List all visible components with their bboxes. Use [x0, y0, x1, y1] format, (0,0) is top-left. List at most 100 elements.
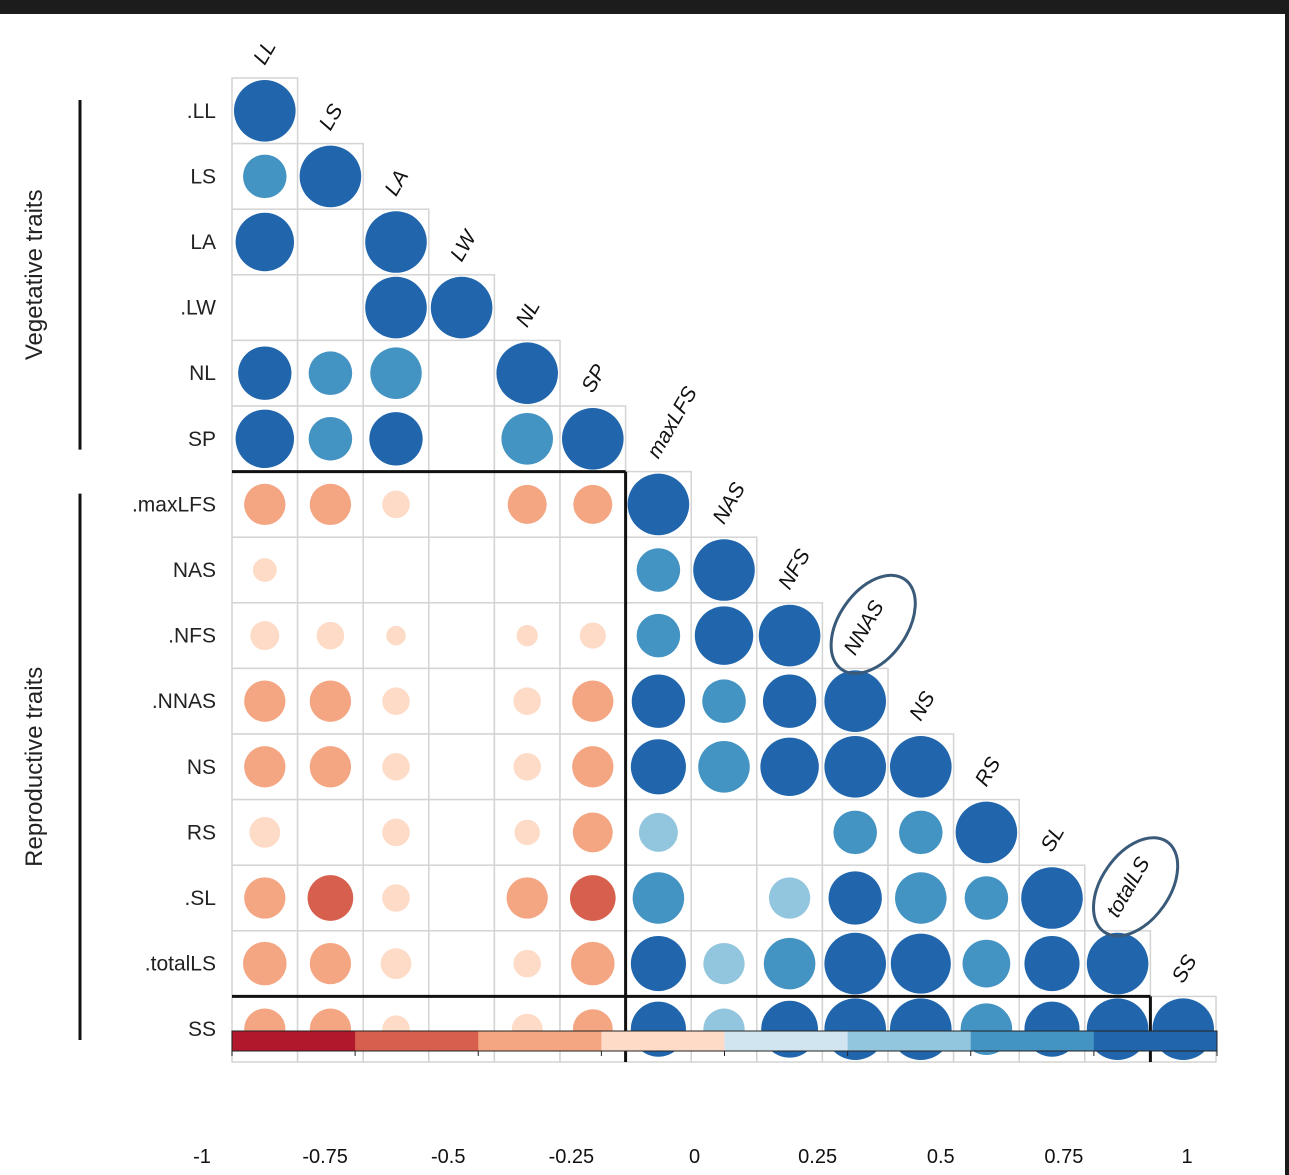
- correlation-circle: [513, 753, 541, 781]
- correlation-circle: [252, 558, 277, 582]
- column-label: LS: [315, 100, 348, 134]
- correlation-circle: [890, 736, 952, 798]
- colorbar-segment: [724, 1031, 849, 1051]
- matrix-cell: [296, 208, 364, 276]
- correlation-circle: [244, 680, 286, 722]
- correlation-circle: [703, 942, 745, 985]
- correlation-circle: [386, 625, 406, 646]
- matrix-cell: [690, 798, 758, 866]
- matrix-cell: [624, 602, 692, 670]
- matrix-cell: [296, 536, 364, 604]
- row-label: .maxLFS: [132, 493, 216, 516]
- colorbar-tick-label: 0.5: [927, 1146, 955, 1168]
- correlation-circle: [762, 674, 817, 728]
- matrix-cell: [756, 798, 824, 866]
- colorbar-tick-label: -0.25: [549, 1146, 595, 1168]
- correlation-circle: [244, 483, 286, 526]
- matrix-cell: [428, 995, 496, 1063]
- colorbar-segment: [970, 1031, 1095, 1051]
- colorbar-segment: [478, 1031, 602, 1051]
- row-label: SP: [188, 428, 216, 451]
- matrix-cell: [428, 930, 496, 998]
- colorbar-tick-label: 0.25: [798, 1146, 837, 1168]
- row-label: .NFS: [168, 625, 216, 648]
- correlation-circle: [369, 412, 423, 466]
- column-label: maxLFS: [643, 383, 702, 462]
- column-label: NNAS: [840, 597, 889, 659]
- correlation-circle: [514, 819, 540, 846]
- row-labels: .LL LS LA .LW NL SP .maxLFS NAS .NFS .NNAS NS RS .SL…: [132, 100, 216, 1041]
- column-label: RS: [971, 753, 1006, 790]
- correlation-circle: [573, 484, 613, 524]
- correlation-circle: [571, 941, 615, 986]
- matrix-cell: [428, 470, 496, 538]
- correlation-circle: [768, 877, 811, 919]
- matrix-cell: [428, 602, 496, 670]
- row-label: .totalLS: [145, 953, 216, 976]
- correlation-circle: [693, 539, 755, 601]
- correlation-circle: [513, 949, 541, 978]
- correlation-circle: [962, 939, 1011, 988]
- correlation-circle: [824, 932, 886, 995]
- correlation-circle: [630, 739, 686, 795]
- correlation-circle: [507, 484, 547, 524]
- matrix-cell: [493, 536, 561, 604]
- row-label: .LW: [180, 297, 216, 320]
- correlation-circle: [698, 741, 750, 793]
- correlation-circle: [249, 817, 281, 848]
- row-label: NAS: [173, 559, 216, 582]
- correlation-circle: [308, 351, 353, 395]
- correlation-circle: [309, 680, 352, 722]
- correlation-circle: [833, 810, 877, 855]
- correlation-circle: [632, 872, 685, 924]
- correlation-circle: [562, 408, 624, 470]
- correlation-circle: [244, 877, 286, 919]
- colorbar-tick-label: -0.5: [431, 1146, 465, 1168]
- matrix-cell: [296, 602, 364, 670]
- colorbar-segment: [847, 1031, 972, 1051]
- correlation-circle: [238, 346, 292, 400]
- correlation-circle: [899, 810, 943, 855]
- row-label: .SL: [184, 887, 216, 910]
- correlation-circle: [572, 812, 613, 853]
- matrix-cell: [428, 864, 496, 932]
- column-label: SS: [1168, 951, 1202, 987]
- correlation-circle: [382, 753, 410, 781]
- correlation-circle: [572, 746, 614, 788]
- correlation-circle: [496, 342, 558, 405]
- matrix-cell: [428, 536, 496, 604]
- matrix-cell: [428, 339, 496, 407]
- correlation-circle: [382, 490, 410, 519]
- correlation-circle: [382, 884, 410, 912]
- correlation-circle: [964, 876, 1009, 920]
- correlation-circle: [299, 145, 362, 208]
- column-label: NFS: [774, 545, 815, 593]
- correlation-circle: [308, 417, 353, 461]
- row-label: SS: [188, 1018, 216, 1041]
- column-label: SP: [577, 361, 611, 397]
- row-label: NL: [189, 362, 216, 385]
- correlation-circle: [763, 937, 816, 990]
- correlation-circle: [235, 409, 295, 469]
- row-label: .NNAS: [152, 690, 216, 713]
- row-label: NS: [187, 756, 216, 779]
- colorbar-tick-label: -1: [193, 1146, 211, 1168]
- correlation-circle: [702, 679, 746, 723]
- matrix-cell: [690, 864, 758, 932]
- correlation-circle: [955, 801, 1018, 864]
- correlation-circle: [760, 737, 819, 797]
- correlation-circle: [895, 872, 947, 924]
- column-label: NS: [905, 688, 940, 725]
- correlation-circle: [636, 613, 681, 658]
- row-label: .LL: [187, 100, 216, 123]
- correlation-circle: [233, 80, 296, 142]
- matrix-cell: [428, 798, 496, 866]
- column-label: NAS: [708, 479, 750, 528]
- row-label: RS: [187, 821, 216, 844]
- colorbar-tick-label: 1: [1181, 1146, 1192, 1168]
- correlation-circle: [638, 812, 678, 852]
- colorbar-segment: [355, 1031, 479, 1051]
- matrix-cell: [559, 536, 627, 604]
- colorbar-segment: [1093, 1031, 1218, 1051]
